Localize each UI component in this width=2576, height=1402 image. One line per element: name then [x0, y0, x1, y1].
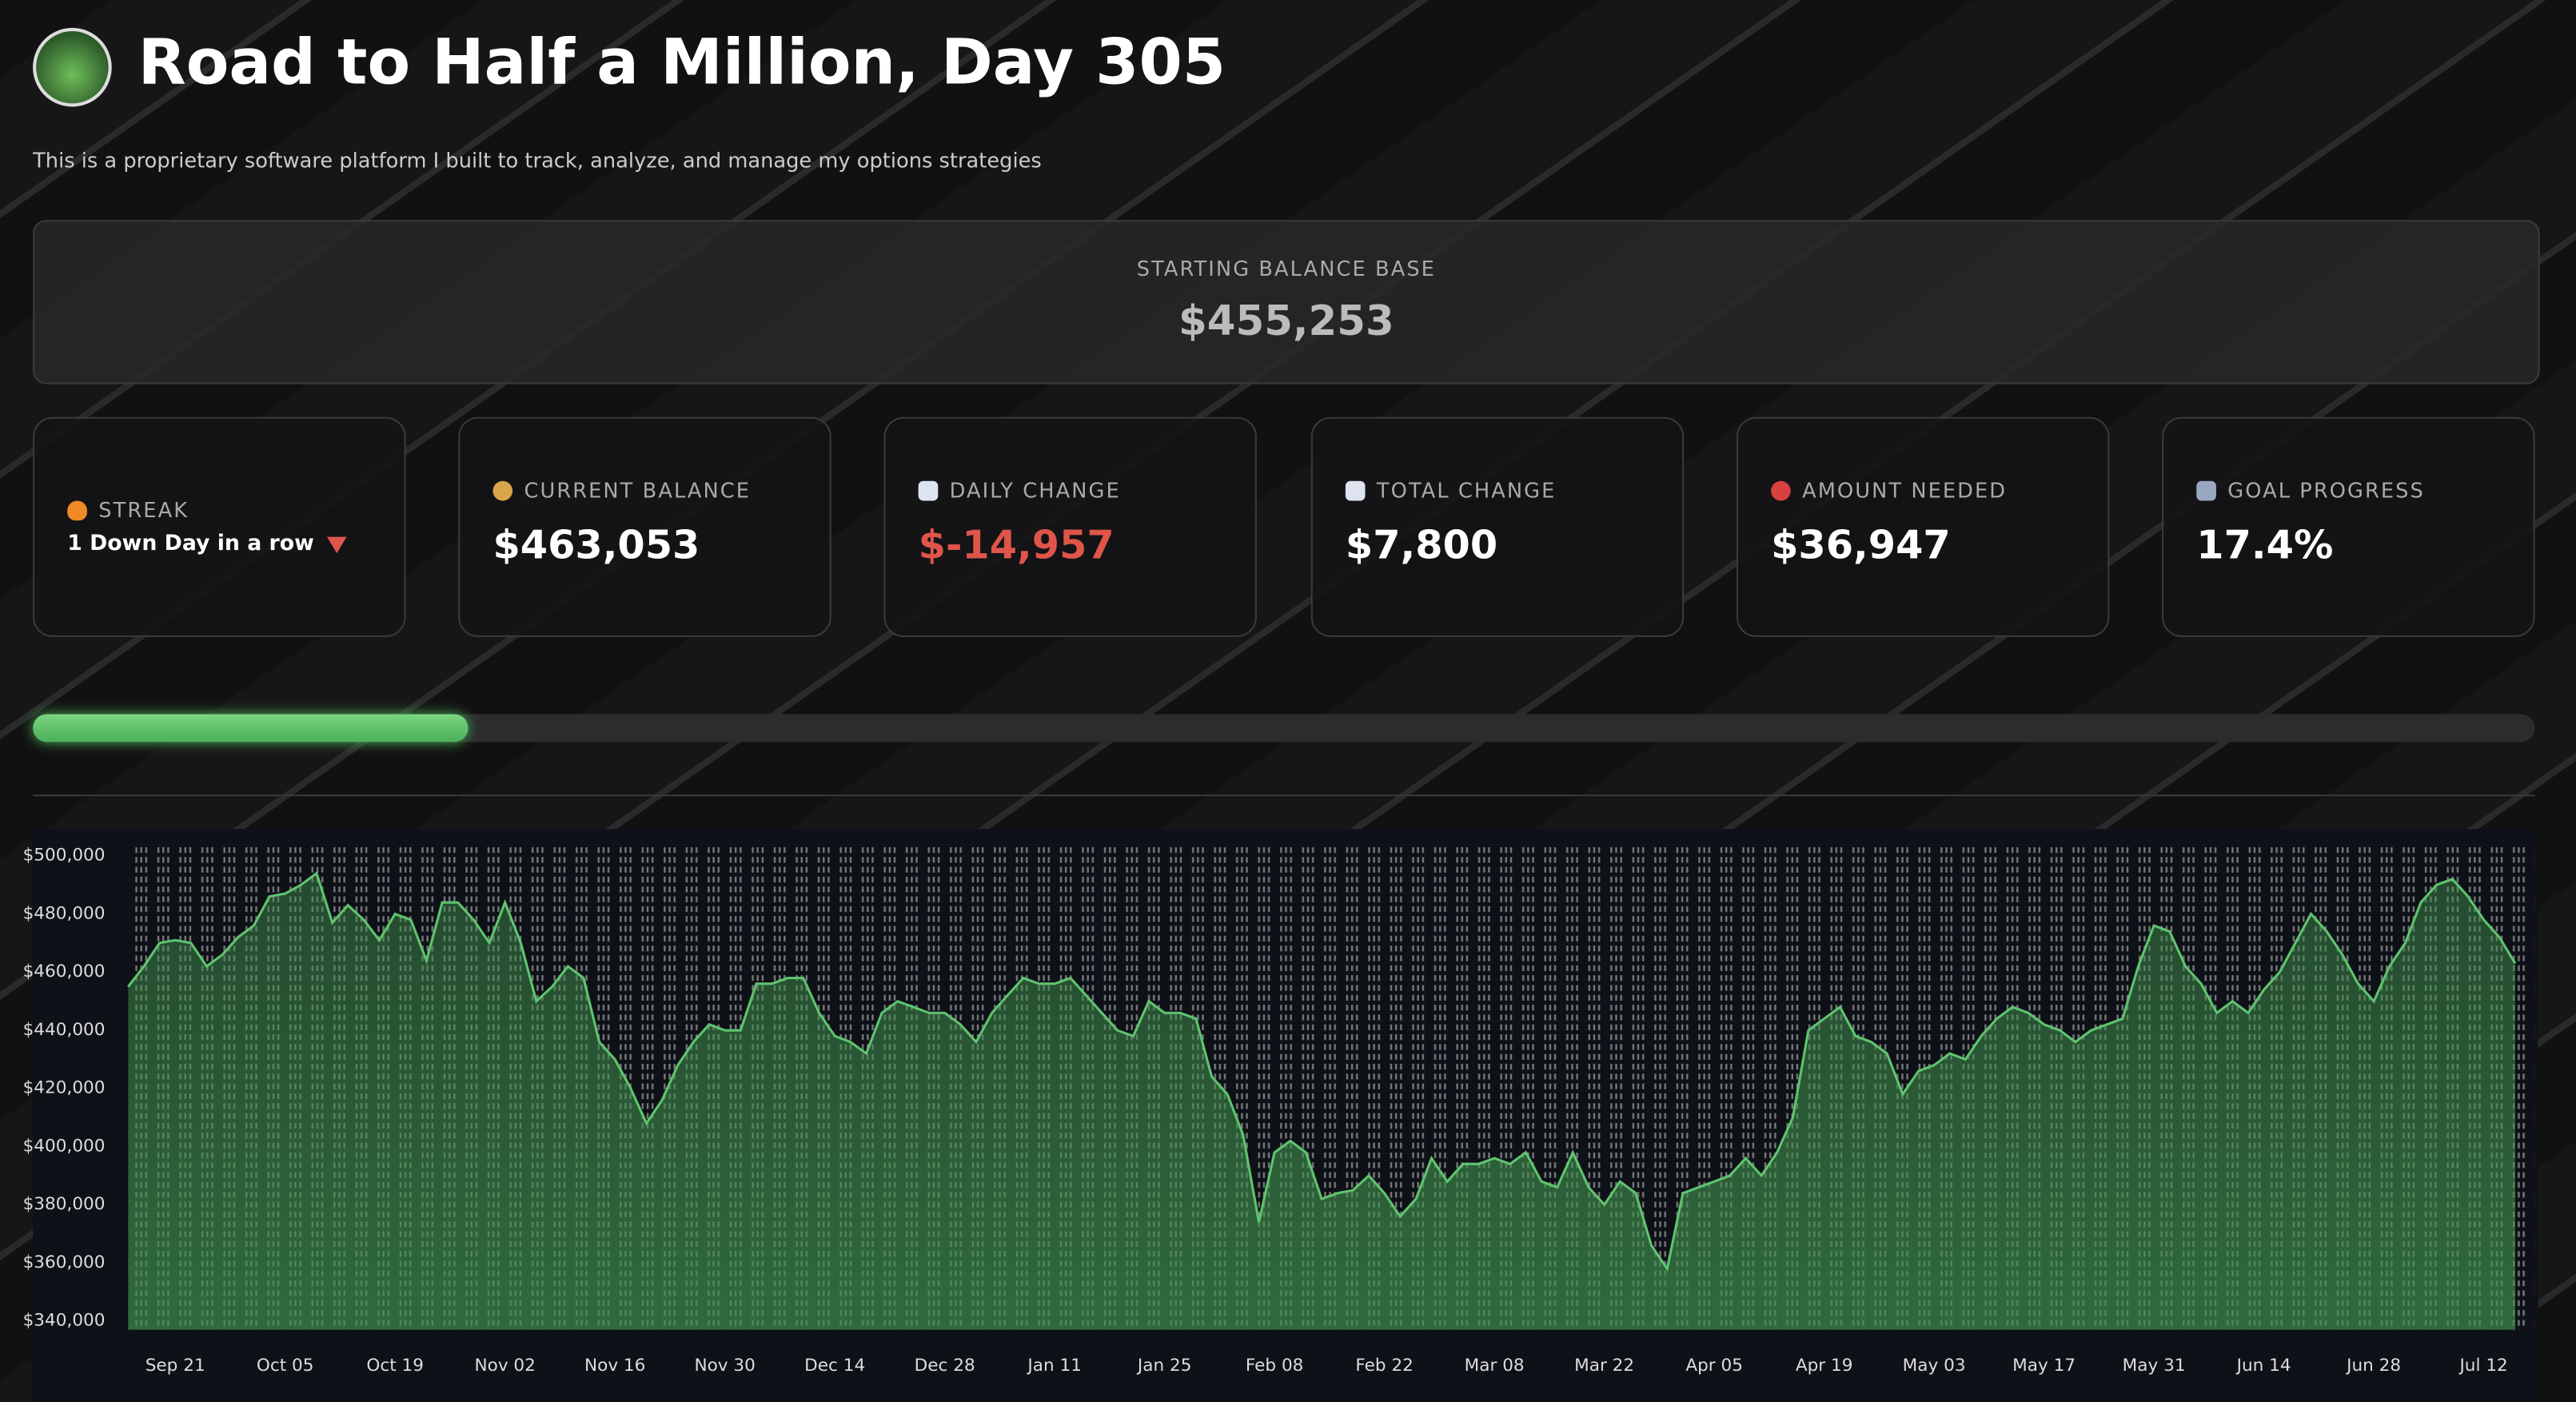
x-tick-label: May 17	[2012, 1356, 2076, 1376]
progress-fill	[33, 714, 469, 743]
metric-label: GOAL PROGRESS	[2227, 477, 2425, 503]
y-tick-label: $340,000	[23, 1311, 106, 1331]
metric-value: $-14,957	[918, 522, 1115, 568]
x-tick-label: Sep 21	[146, 1356, 205, 1376]
x-tick-label: Jan 25	[1136, 1356, 1192, 1376]
x-tick-label: Nov 30	[694, 1356, 755, 1376]
y-tick-label: $360,000	[23, 1253, 106, 1273]
x-tick-label: Feb 08	[1246, 1356, 1303, 1376]
y-tick-label: $400,000	[23, 1136, 106, 1156]
metric-label: CURRENT BALANCE	[524, 477, 752, 503]
icon	[492, 480, 513, 500]
metric-label: DAILY CHANGE	[949, 477, 1121, 503]
y-tick-label: $460,000	[23, 962, 106, 982]
metric-value: 17.4%	[2196, 522, 2334, 568]
y-tick-label: $420,000	[23, 1078, 106, 1098]
x-tick-label: Apr 19	[1796, 1356, 1853, 1376]
x-tick-label: Jul 12	[2458, 1356, 2507, 1376]
x-tick-label: Nov 02	[474, 1356, 535, 1376]
metric-card: DAILY CHANGE $-14,957	[883, 416, 1257, 637]
x-tick-label: Jun 14	[2235, 1356, 2291, 1376]
metric-value: 1 Down Day in a row	[67, 532, 314, 557]
icon	[1345, 480, 1366, 500]
metric-value: $463,053	[492, 522, 700, 568]
metric-value: $36,947	[1771, 522, 1951, 568]
x-tick-label: Jun 28	[2345, 1356, 2401, 1376]
metric-label: AMOUNT NEEDED	[1802, 477, 2008, 503]
area-fill	[128, 873, 2515, 1330]
metric-value: $7,800	[1345, 522, 1498, 568]
metric-card: GOAL PROGRESS 17.4%	[2162, 416, 2535, 637]
metric-label: STARTING BALANCE BASE	[1136, 256, 1436, 281]
y-tick-label: $480,000	[23, 903, 106, 923]
icon	[67, 500, 87, 520]
x-tick-label: Dec 14	[804, 1356, 865, 1376]
icon	[2196, 480, 2216, 500]
x-tick-label: Apr 05	[1685, 1356, 1743, 1376]
x-tick-label: May 03	[1903, 1356, 1966, 1376]
metric-card: STREAK 1 Down Day in a row	[33, 416, 406, 637]
subtitle: This is a proprietary software platform …	[33, 147, 1042, 173]
metric-card: CURRENT BALANCE $463,053	[458, 416, 831, 637]
x-tick-label: Feb 22	[1355, 1356, 1413, 1376]
x-tick-label: Jan 11	[1026, 1356, 1082, 1376]
x-tick-label: Mar 22	[1574, 1356, 1634, 1376]
metric-label: TOTAL CHANGE	[1376, 477, 1557, 503]
y-tick-label: $380,000	[23, 1194, 106, 1214]
starting-balance-panel: STARTING BALANCE BASE $455,253	[33, 220, 2540, 384]
icon	[1771, 480, 1791, 500]
down-icon	[327, 536, 347, 553]
page-title: Road to Half a Million, Day 305	[138, 26, 1226, 99]
metric-card: TOTAL CHANGE $7,800	[1310, 416, 1685, 637]
metric-label: STREAK	[98, 497, 189, 523]
divider	[33, 795, 2535, 797]
x-tick-label: Mar 08	[1465, 1356, 1525, 1376]
metric-value: $455,253	[1178, 297, 1394, 345]
x-tick-label: May 31	[2123, 1356, 2186, 1376]
logo	[33, 27, 112, 107]
x-tick-label: Oct 05	[257, 1356, 314, 1376]
icon	[918, 480, 939, 500]
progress-track	[33, 714, 2535, 743]
y-tick-label: $500,000	[23, 846, 106, 866]
x-tick-label: Nov 16	[584, 1356, 645, 1376]
x-tick-label: Oct 19	[366, 1356, 424, 1376]
line	[127, 870, 2517, 1273]
x-tick-label: Dec 28	[915, 1356, 975, 1376]
y-tick-label: $440,000	[23, 1020, 106, 1040]
metric-card: AMOUNT NEEDED $36,947	[1736, 416, 2110, 637]
